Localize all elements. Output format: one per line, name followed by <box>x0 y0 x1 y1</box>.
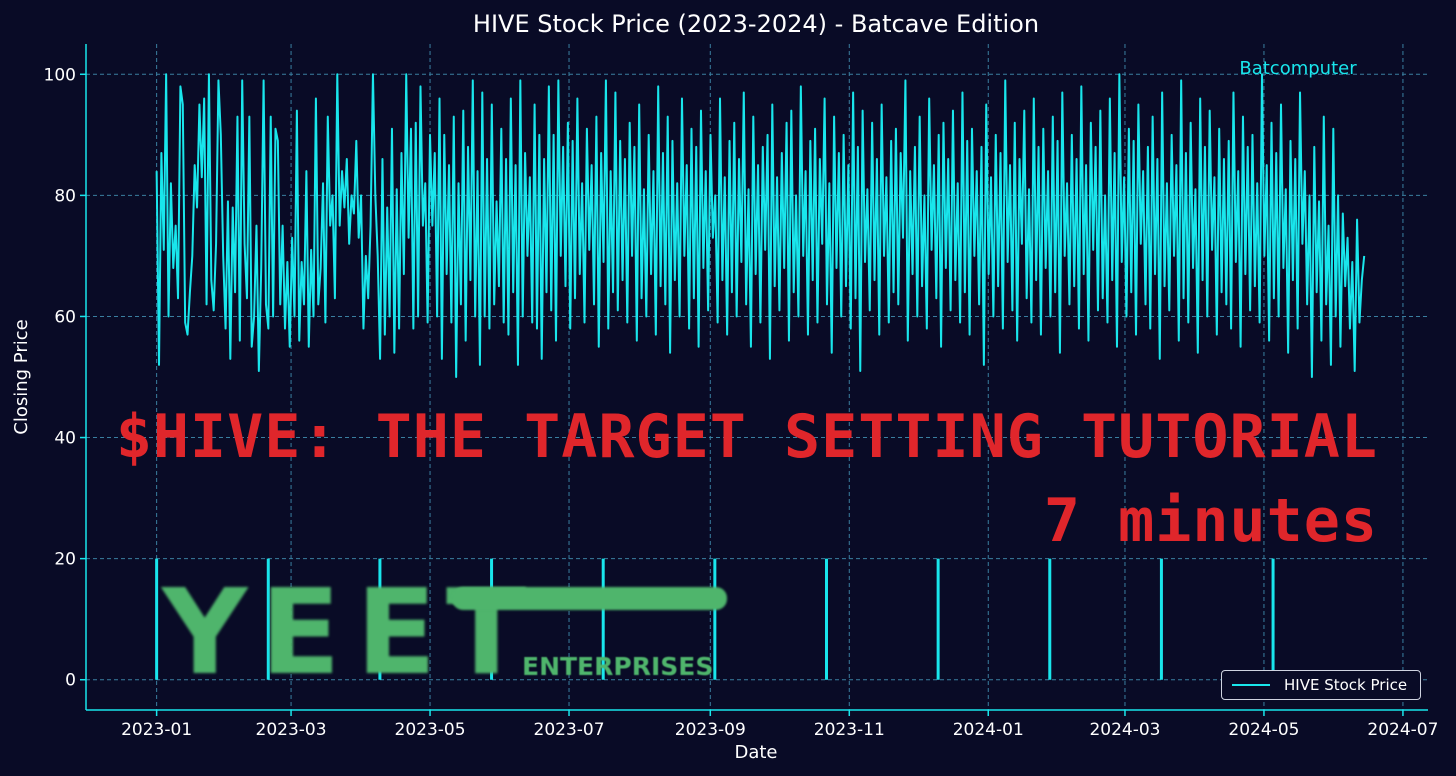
x-tick-label: 2024-07 <box>1367 720 1438 740</box>
x-tick-label: 2023-09 <box>675 720 746 740</box>
logo-letter-e2: E <box>356 563 437 701</box>
legend-swatch <box>1232 684 1270 686</box>
y-tick-label: 80 <box>54 186 76 206</box>
x-tick-label: 2023-07 <box>534 720 605 740</box>
logo-subtitle: ENTERPRISES <box>522 652 714 681</box>
logo-letter-y: Y <box>162 563 248 701</box>
series-line-hive-stock-price <box>155 73 1366 378</box>
x-tick-label: 2024-03 <box>1089 720 1160 740</box>
x-axis-label: Date <box>734 742 777 763</box>
tutorial-headline: $HIVE: THE TARGET SETTING TUTORIAL <box>115 402 1378 472</box>
y-axis-label: Closing Price <box>11 319 32 434</box>
y-tick-label: 60 <box>54 307 76 327</box>
tick-labels: 2023-01 2023-03 2023-05 2023-07 2023-09 2023-… <box>44 65 1439 740</box>
chart-legend: HIVE Stock Price <box>1221 670 1421 700</box>
x-tick-label: 2023-05 <box>395 720 466 740</box>
batcomputer-annotation: Batcomputer <box>1239 58 1357 79</box>
x-tick-label: 2024-01 <box>953 720 1024 740</box>
x-tick-label: 2023-03 <box>256 720 327 740</box>
spike-markers <box>155 558 1275 680</box>
y-tick-label: 20 <box>54 550 76 570</box>
logo-bar <box>452 587 727 610</box>
axes <box>80 44 1428 716</box>
logo-letter-e1: E <box>260 563 341 701</box>
x-tick-label: 2023-11 <box>814 720 885 740</box>
y-tick-label: 100 <box>44 65 76 85</box>
x-tick-label: 2024-05 <box>1228 720 1299 740</box>
legend-label: HIVE Stock Price <box>1284 676 1408 694</box>
y-tick-label: 40 <box>54 429 76 449</box>
y-tick-label: 0 <box>65 671 76 691</box>
x-tick-label: 2023-01 <box>121 720 192 740</box>
chart-title: HIVE Stock Price (2023-2024) - Batcave E… <box>473 10 1039 38</box>
tutorial-duration: 7 minutes <box>1043 486 1378 556</box>
yeet-enterprises-logo: Y E E T ENTERPRISES <box>160 563 740 701</box>
